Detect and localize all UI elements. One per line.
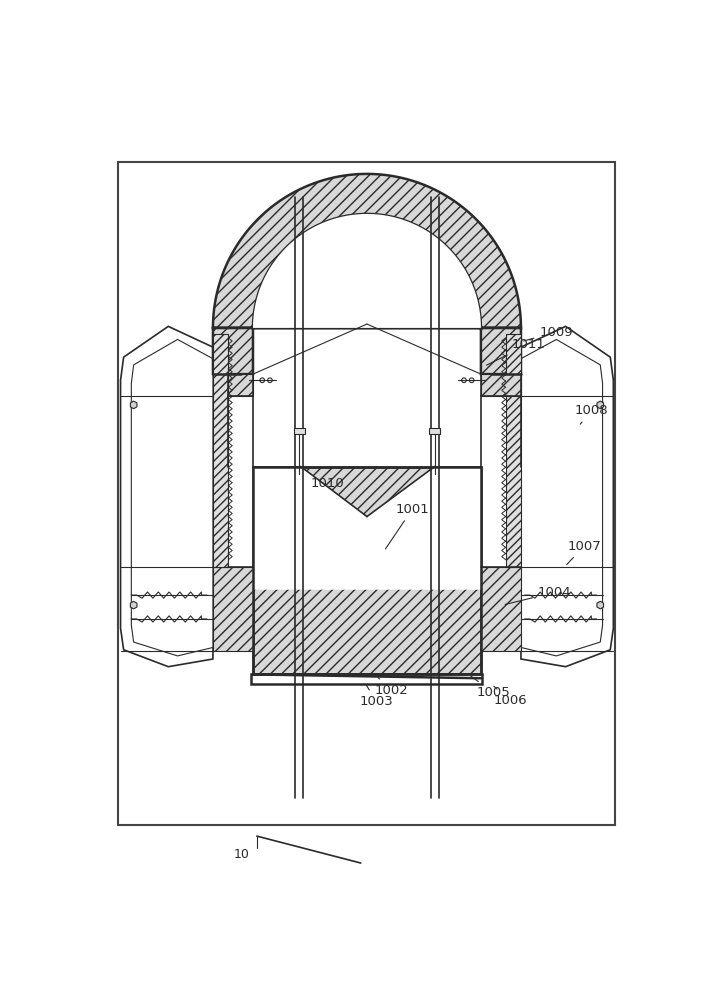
Bar <box>118 162 615 825</box>
Text: 1001: 1001 <box>385 503 429 549</box>
Bar <box>294 428 304 434</box>
Text: 1006: 1006 <box>493 686 527 707</box>
Polygon shape <box>253 466 481 674</box>
Text: 1010: 1010 <box>311 477 344 490</box>
Text: 1011: 1011 <box>486 338 546 365</box>
Bar <box>251 674 483 684</box>
Text: 10: 10 <box>233 848 250 861</box>
Polygon shape <box>213 334 228 567</box>
Text: 1003: 1003 <box>359 684 393 708</box>
Polygon shape <box>505 334 521 567</box>
Polygon shape <box>130 601 137 609</box>
Polygon shape <box>213 567 253 651</box>
Polygon shape <box>253 466 481 590</box>
Polygon shape <box>597 401 604 409</box>
Text: 1004: 1004 <box>505 586 571 604</box>
Polygon shape <box>228 374 253 396</box>
Text: 1008: 1008 <box>575 404 609 424</box>
Polygon shape <box>120 326 213 667</box>
Polygon shape <box>481 374 521 396</box>
Text: 1005: 1005 <box>471 676 510 699</box>
Polygon shape <box>131 339 213 656</box>
Polygon shape <box>213 174 521 374</box>
Text: 1002: 1002 <box>374 678 408 697</box>
Polygon shape <box>130 401 137 409</box>
Polygon shape <box>481 567 521 651</box>
Polygon shape <box>597 601 604 609</box>
Polygon shape <box>521 339 603 656</box>
Polygon shape <box>521 326 614 667</box>
Text: 1009: 1009 <box>523 326 573 341</box>
Polygon shape <box>253 214 481 328</box>
Bar <box>430 428 440 434</box>
Text: 1007: 1007 <box>567 540 601 565</box>
